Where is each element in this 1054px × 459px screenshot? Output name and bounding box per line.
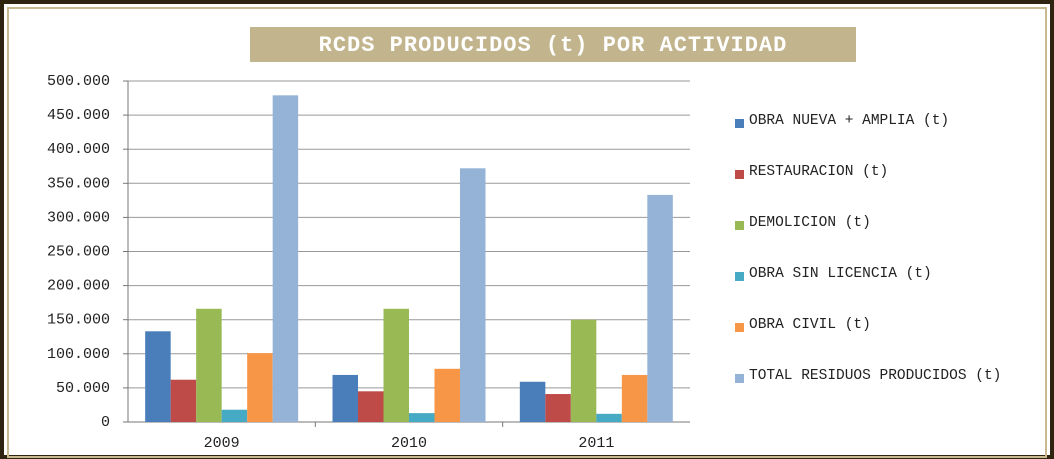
- legend-item: OBRA CIVIL (t): [735, 317, 1045, 368]
- legend-item: RESTAURACION (t): [735, 164, 1045, 215]
- bar: [460, 168, 486, 422]
- legend-swatch: [735, 221, 744, 230]
- bar: [434, 368, 460, 422]
- bar: [170, 379, 197, 422]
- bar: [383, 308, 409, 422]
- x-tick-label: 2009: [204, 435, 240, 452]
- legend-label: OBRA SIN LICENCIA (t): [749, 266, 932, 282]
- bar: [247, 353, 273, 422]
- legend-item: TOTAL RESIDUOS PRODUCIDOS (t): [735, 368, 1045, 419]
- y-tick-label: 450.000: [47, 107, 110, 124]
- y-tick-label: 300.000: [47, 209, 110, 226]
- bar: [196, 308, 222, 422]
- y-tick-label: 250.000: [47, 243, 110, 260]
- legend-swatch: [735, 323, 744, 332]
- bar: [596, 413, 622, 422]
- legend: OBRA NUEVA + AMPLIA (t) RESTAURACION (t) D…: [735, 113, 1045, 419]
- bar: [545, 394, 571, 422]
- chart-title: RCDS PRODUCIDOS (t) POR ACTIVIDAD: [319, 33, 788, 58]
- y-tick-label: 500.000: [47, 73, 110, 90]
- inner-frame: [7, 7, 1047, 458]
- y-tick-label: 0: [101, 414, 110, 431]
- x-tick-label: 2011: [578, 435, 614, 452]
- y-tick-label: 200.000: [47, 278, 110, 295]
- legend-label: DEMOLICION (t): [749, 215, 871, 231]
- y-tick-label: 100.000: [47, 346, 110, 363]
- bar: [570, 319, 597, 422]
- bar: [409, 413, 435, 422]
- bar: [358, 391, 384, 422]
- bar: [272, 95, 299, 423]
- legend-label: OBRA NUEVA + AMPLIA (t): [749, 113, 950, 129]
- legend-swatch: [735, 119, 744, 128]
- legend-item: DEMOLICION (t): [735, 215, 1045, 266]
- y-tick-label: 50.000: [56, 380, 110, 397]
- legend-swatch: [735, 272, 744, 281]
- y-tick-label: 350.000: [47, 175, 110, 192]
- bar: [332, 374, 358, 422]
- legend-label: TOTAL RESIDUOS PRODUCIDOS (t): [749, 368, 1002, 384]
- bar: [145, 331, 171, 422]
- legend-label: OBRA CIVIL (t): [749, 317, 871, 333]
- bar: [221, 409, 248, 422]
- legend-item: OBRA NUEVA + AMPLIA (t): [735, 113, 1045, 164]
- legend-label: RESTAURACION (t): [749, 164, 889, 180]
- title-box: [250, 27, 856, 62]
- legend-item: OBRA SIN LICENCIA (t): [735, 266, 1045, 317]
- y-tick-label: 400.000: [47, 141, 110, 158]
- legend-swatch: [735, 170, 744, 179]
- y-tick-label: 150.000: [47, 312, 110, 329]
- x-tick-label: 2010: [391, 435, 427, 452]
- bar: [647, 194, 673, 422]
- bar: [621, 374, 648, 422]
- bar: [519, 381, 546, 422]
- legend-swatch: [735, 374, 744, 383]
